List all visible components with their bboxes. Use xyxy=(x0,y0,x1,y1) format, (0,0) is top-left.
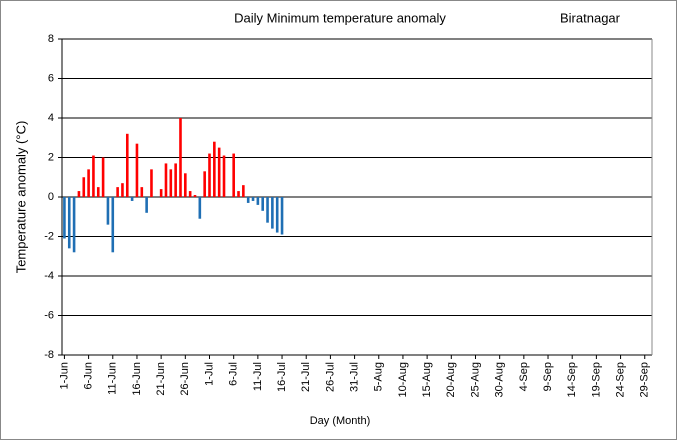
bar xyxy=(87,169,90,197)
x-tick-label: 1-Jul xyxy=(203,362,215,386)
x-tick-label: 6-Jun xyxy=(83,362,95,390)
bar xyxy=(193,195,197,197)
x-tick-label: 4-Sep xyxy=(518,362,530,391)
bar xyxy=(150,169,153,197)
bar xyxy=(237,191,240,197)
bar xyxy=(96,187,100,197)
bar xyxy=(188,191,192,197)
bar xyxy=(82,177,86,197)
bar xyxy=(130,197,134,201)
bar xyxy=(67,197,71,249)
x-tick-label: 25-Aug xyxy=(469,362,481,397)
x-tick-label: 5-Aug xyxy=(373,362,385,391)
bar xyxy=(145,197,148,213)
bar xyxy=(179,118,182,197)
x-tick-label: 21-Jun xyxy=(155,362,167,396)
x-tick-label: 20-Aug xyxy=(445,362,457,397)
y-tick-label: 8 xyxy=(48,33,54,45)
x-tick-label: 11-Jul xyxy=(252,362,264,391)
y-tick-label: 0 xyxy=(48,191,54,203)
x-tick-label: 14-Sep xyxy=(566,362,578,397)
x-axis-label: Day (Month) xyxy=(310,415,371,427)
y-axis-label: Temperature anomaly (°C) xyxy=(13,121,28,274)
bar xyxy=(72,197,76,253)
x-tick-label: 26-Jul xyxy=(324,362,336,392)
bar xyxy=(280,197,284,235)
bar xyxy=(213,141,216,197)
x-tick-label: 19-Sep xyxy=(590,362,602,397)
y-tick-label: -2 xyxy=(44,230,54,242)
bar xyxy=(140,187,144,197)
x-tick-label: 10-Aug xyxy=(397,362,409,397)
y-tick-label: 4 xyxy=(48,112,54,124)
bar xyxy=(77,191,81,197)
x-tick-label: 29-Sep xyxy=(639,362,651,397)
bar xyxy=(135,143,139,197)
x-tick-label: 16-Jun xyxy=(131,362,143,396)
x-tick-label: 31-Jul xyxy=(348,362,360,392)
y-tick-label: -4 xyxy=(44,270,54,282)
x-tick-label: 6-Jul xyxy=(228,362,240,386)
bar xyxy=(63,197,66,239)
x-tick-label: 15-Aug xyxy=(421,362,433,397)
x-tick-label: 21-Jul xyxy=(300,362,312,392)
bar xyxy=(208,153,211,197)
bar xyxy=(246,197,250,203)
bar xyxy=(101,157,105,197)
y-tick-label: 2 xyxy=(48,151,54,163)
bar xyxy=(169,169,173,197)
chart-subtitle: Biratnagar xyxy=(560,10,621,25)
bar xyxy=(111,197,115,253)
x-tick-label: 16-Jul xyxy=(276,362,288,392)
bar xyxy=(116,187,119,197)
bar xyxy=(242,185,245,197)
y-tick-label: 6 xyxy=(48,72,54,84)
x-tick-label: 26-Jun xyxy=(179,362,191,396)
bar xyxy=(261,197,264,211)
bar xyxy=(266,197,269,223)
x-tick-label: 11-Jun xyxy=(107,362,119,395)
bar xyxy=(271,197,274,229)
bar xyxy=(198,197,202,219)
bar xyxy=(174,163,177,197)
bar xyxy=(232,153,235,197)
bar xyxy=(251,197,255,201)
x-tick-label: 1-Jun xyxy=(58,362,70,390)
bar xyxy=(275,197,279,233)
x-tick-label: 24-Sep xyxy=(614,362,626,397)
bar xyxy=(159,189,163,197)
bar xyxy=(256,197,260,205)
bar xyxy=(184,173,187,197)
y-tick-label: -8 xyxy=(44,349,54,361)
bar xyxy=(92,155,95,197)
x-tick-label: 9-Sep xyxy=(542,362,554,391)
bar xyxy=(164,163,168,197)
bar xyxy=(222,155,226,197)
bar xyxy=(203,171,206,197)
bar xyxy=(125,133,129,197)
bar xyxy=(217,147,221,197)
y-tick-label: -6 xyxy=(44,309,54,321)
bar xyxy=(121,183,124,197)
x-tick-label: 30-Aug xyxy=(494,362,506,397)
chart-title: Daily Minimum temperature anomaly xyxy=(234,10,446,25)
bar xyxy=(106,197,110,225)
